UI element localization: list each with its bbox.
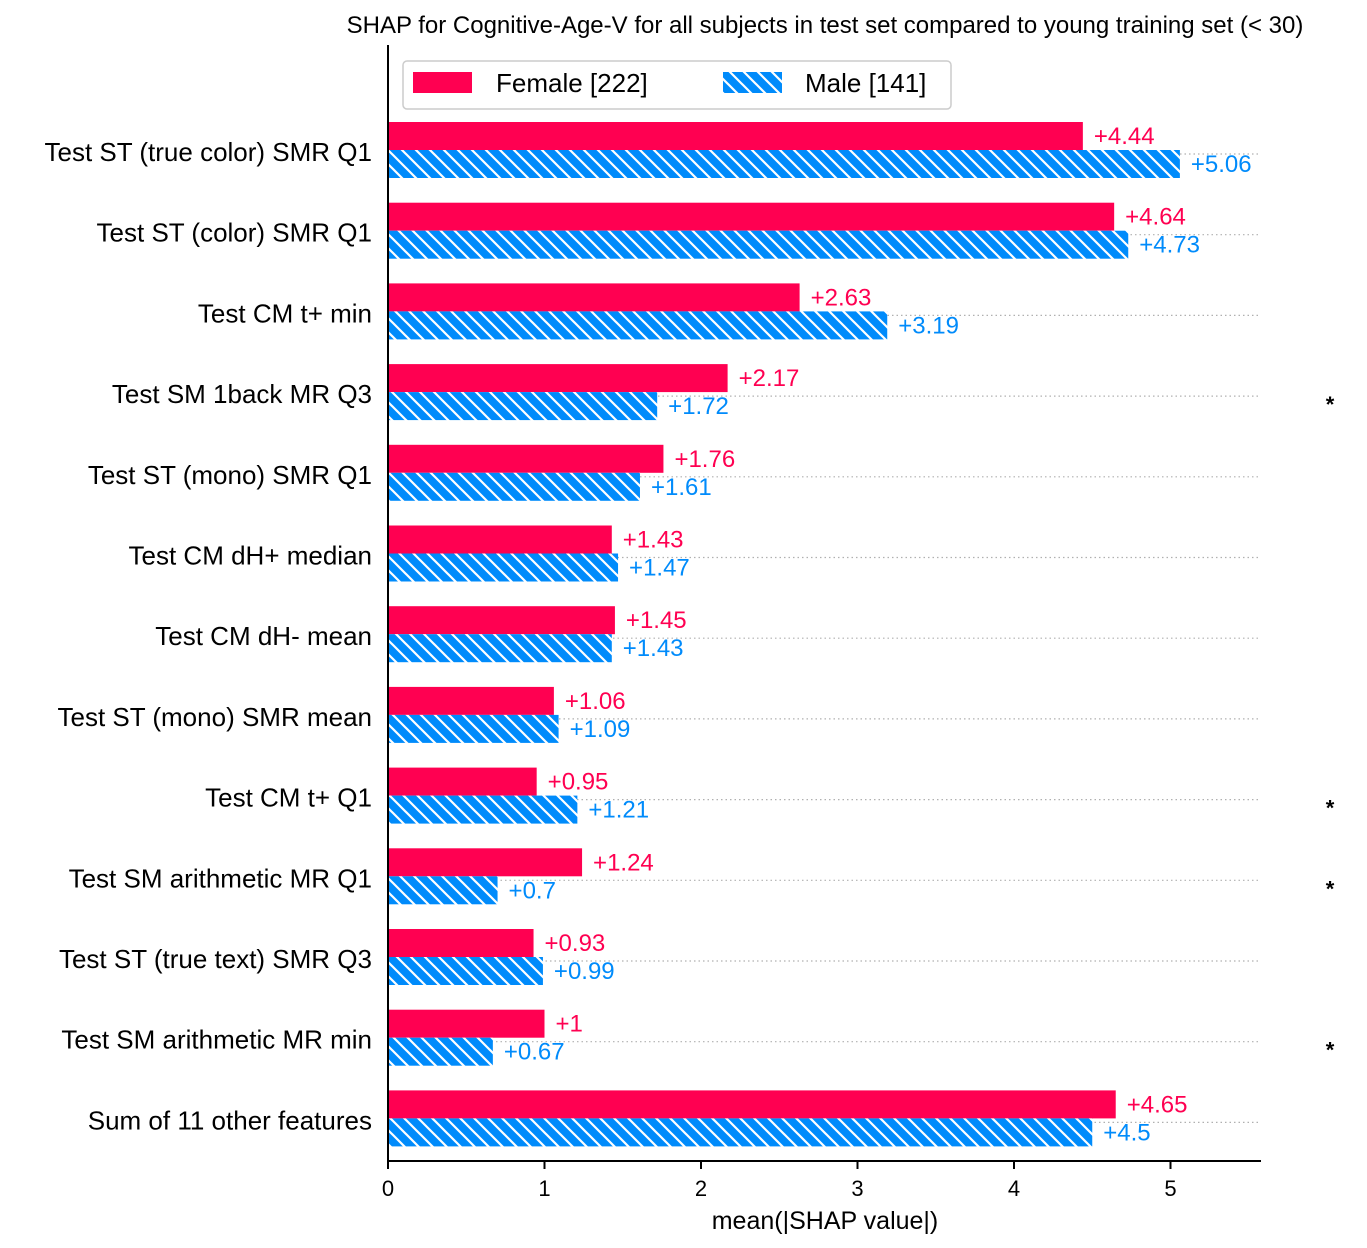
- value-label-female: +2.17: [739, 365, 800, 392]
- bar-male: [388, 150, 1180, 178]
- value-label-male: +1.72: [668, 393, 729, 420]
- bar-female: [388, 202, 1115, 231]
- value-label-male: +4.5: [1103, 1119, 1150, 1146]
- category-label: Test ST (color) SMR Q1: [97, 218, 372, 248]
- value-label-male: +1.43: [623, 635, 684, 662]
- category-label: Test SM 1back MR Q3: [112, 379, 372, 409]
- significance-marker: *: [1326, 876, 1335, 901]
- category-label: Test CM t+ Q1: [205, 783, 372, 813]
- significance-marker: *: [1326, 1038, 1335, 1063]
- value-label-female: +1.24: [593, 849, 654, 876]
- bar-female: [388, 364, 728, 393]
- bar-female: [388, 929, 534, 957]
- significance-marker: *: [1326, 392, 1335, 417]
- value-label-female: +0.95: [548, 769, 609, 796]
- x-tick-label: 4: [1008, 1176, 1020, 1201]
- bar-female: [388, 686, 554, 715]
- bar-male: [388, 957, 543, 985]
- value-label-male: +1.21: [588, 797, 649, 824]
- legend-label-male: Male [141]: [805, 68, 926, 98]
- chart-title: SHAP for Cognitive-Age-V for all subject…: [347, 12, 1304, 39]
- legend-label-female: Female [222]: [496, 68, 648, 98]
- category-label: Test ST (mono) SMR Q1: [88, 460, 372, 490]
- bar-male: [388, 472, 640, 501]
- value-label-female: +1.76: [674, 446, 735, 473]
- category-label: Test CM dH- mean: [155, 621, 372, 651]
- value-label-female: +1: [556, 1011, 583, 1038]
- bar-female: [388, 283, 800, 312]
- category-label: Test ST (true color) SMR Q1: [45, 137, 373, 167]
- bar-female: [388, 848, 583, 877]
- value-label-female: +1.45: [626, 607, 687, 634]
- value-label-male: +0.99: [554, 958, 615, 985]
- bar-male: [388, 311, 888, 340]
- bar-male: [388, 1037, 493, 1066]
- bar-female: [388, 444, 664, 473]
- value-label-male: +0.7: [509, 877, 556, 904]
- legend: Female [222] Male [141]: [402, 60, 952, 110]
- bar-male: [388, 553, 619, 582]
- value-label-female: +4.65: [1127, 1091, 1188, 1118]
- value-label-male: +1.09: [570, 716, 631, 743]
- x-axis-label: mean(|SHAP value|): [712, 1207, 939, 1235]
- value-label-male: +4.73: [1139, 232, 1200, 259]
- bar-male: [388, 634, 612, 663]
- legend-swatch-female: [413, 72, 472, 93]
- bar-female: [388, 606, 615, 635]
- bar-male: [388, 714, 559, 743]
- value-label-female: +0.93: [545, 930, 606, 957]
- bar-female: [388, 1090, 1116, 1119]
- category-label: Test SM arithmetic MR Q1: [69, 863, 372, 893]
- legend-swatch-male: [723, 72, 782, 93]
- category-label: Test SM arithmetic MR min: [61, 1025, 372, 1055]
- bar-female: [388, 1009, 545, 1038]
- category-label: Test CM dH+ median: [129, 541, 372, 571]
- x-tick-label: 5: [1164, 1176, 1176, 1201]
- bar-male: [388, 876, 498, 905]
- x-tick-label: 1: [538, 1176, 550, 1201]
- x-tick-label: 3: [851, 1176, 863, 1201]
- value-label-male: +3.19: [898, 312, 959, 339]
- significance-marker: *: [1326, 796, 1335, 821]
- value-label-female: +1.43: [623, 527, 684, 554]
- bar-female: [388, 525, 612, 554]
- value-label-female: +1.06: [565, 688, 626, 715]
- bars: [388, 122, 1180, 1147]
- x-tick-label: 2: [695, 1176, 707, 1201]
- value-label-female: +4.64: [1125, 204, 1186, 231]
- legend-frame: [402, 60, 952, 110]
- bar-male: [388, 795, 578, 824]
- x-tick-label: 0: [382, 1176, 394, 1201]
- bar-female: [388, 767, 537, 796]
- category-label: Test ST (mono) SMR mean: [57, 702, 372, 732]
- axes: 0 1 2 3 4 5: [382, 45, 1261, 1201]
- bar-male: [388, 392, 658, 421]
- bar-female: [388, 122, 1083, 150]
- value-label-male: +0.67: [504, 1039, 565, 1066]
- value-label-female: +2.63: [811, 284, 872, 311]
- value-label-male: +1.61: [651, 474, 712, 501]
- value-label-female: +4.44: [1094, 123, 1155, 150]
- value-label-male: +5.06: [1191, 151, 1252, 178]
- category-label: Sum of 11 other features: [88, 1105, 372, 1135]
- value-label-male: +1.47: [629, 555, 690, 582]
- category-label: Test CM t+ min: [198, 298, 372, 328]
- bar-male: [388, 1118, 1093, 1147]
- category-label: Test ST (true text) SMR Q3: [59, 944, 372, 974]
- bar-male: [388, 230, 1129, 259]
- value-labels: Test ST (true color) SMR Q1 +4.44 +5.06 Tes…: [45, 123, 1335, 1146]
